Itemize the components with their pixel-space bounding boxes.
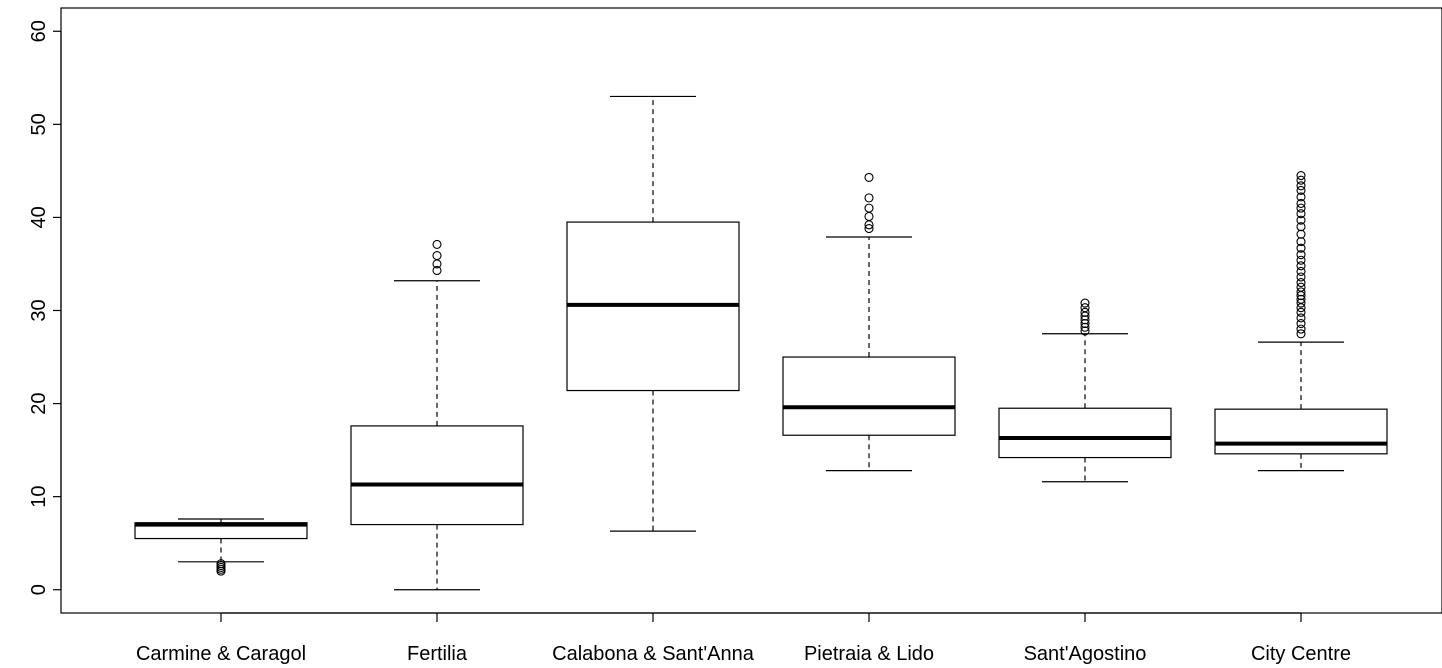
outlier-point [1080, 322, 1090, 332]
x-category-label: Calabona & Sant'Anna [552, 643, 755, 665]
box-3 [782, 172, 956, 472]
outlier-point [1296, 192, 1306, 202]
outlier-point [432, 251, 442, 261]
outlier-point [1296, 215, 1306, 225]
outlier-point [432, 239, 442, 249]
y-tick-label: 60 [28, 20, 50, 42]
y-tick-label: 30 [28, 299, 50, 321]
outlier-point [1296, 209, 1306, 219]
iqr-box [1214, 408, 1388, 455]
outlier-point [1296, 329, 1306, 339]
y-tick-label: 0 [28, 584, 50, 595]
box-series [134, 95, 1388, 591]
outlier-point [1080, 303, 1090, 313]
iqr-box [782, 356, 956, 436]
box-2 [566, 95, 740, 532]
x-category-label: City Centre [1251, 643, 1351, 665]
box-4 [998, 298, 1172, 483]
box-0 [134, 518, 308, 576]
iqr-box [998, 407, 1172, 459]
outlier-point [1296, 303, 1306, 313]
outlier-point [1296, 185, 1306, 195]
outlier-point [1296, 318, 1306, 329]
outlier-point [1296, 243, 1306, 253]
outlier-point [1296, 229, 1306, 239]
outlier-point [1296, 287, 1306, 297]
outlier-point [1296, 222, 1306, 232]
outlier-point [1296, 175, 1306, 185]
x-category-label: Pietraia & Lido [804, 643, 934, 665]
outlier-point [1080, 298, 1090, 308]
outlier-point [1296, 266, 1306, 276]
y-tick-label: 10 [28, 486, 50, 508]
outlier-point [1296, 324, 1306, 334]
outlier-point [1296, 294, 1306, 304]
outlier-point [1080, 318, 1090, 329]
x-axis: Carmine & Caragol Fertilia Calabona & Sant… [136, 612, 1351, 665]
iqr-box [350, 425, 524, 526]
outlier-point [864, 172, 874, 182]
outlier-point [1296, 313, 1306, 323]
outlier-point [864, 224, 874, 234]
outlier-point [864, 211, 874, 222]
outlier-point [1296, 282, 1306, 292]
outlier-point [1296, 307, 1306, 317]
box-5 [1214, 170, 1388, 472]
outlier-point [1296, 261, 1306, 271]
outlier-point [864, 203, 874, 213]
y-tick-label: 50 [28, 113, 50, 135]
outlier-point [1296, 278, 1306, 288]
outlier-point [1296, 298, 1306, 308]
outlier-point [216, 559, 226, 569]
outlier-point [1080, 307, 1090, 317]
outlier-point [1296, 237, 1306, 247]
outlier-point [1296, 198, 1306, 209]
outlier-point [864, 193, 874, 203]
outlier-point [1080, 315, 1090, 325]
outlier-point [1080, 326, 1090, 336]
y-tick-label: 40 [28, 206, 50, 228]
outlier-point [432, 265, 442, 276]
outlier-point [1296, 250, 1306, 260]
x-category-label: Carmine & Caragol [136, 643, 306, 665]
x-category-label: Sant'Agostino [1024, 643, 1147, 665]
x-category-label: Fertilia [407, 643, 468, 665]
y-axis: 0 10 20 30 40 50 60 [28, 20, 62, 595]
outlier-point [1296, 255, 1306, 265]
outlier-point [1296, 181, 1306, 191]
y-tick-label: 20 [28, 392, 50, 414]
outlier-point [1296, 272, 1306, 282]
box-1 [350, 239, 524, 591]
outlier-point [1296, 170, 1306, 181]
outlier-point [1296, 203, 1306, 213]
